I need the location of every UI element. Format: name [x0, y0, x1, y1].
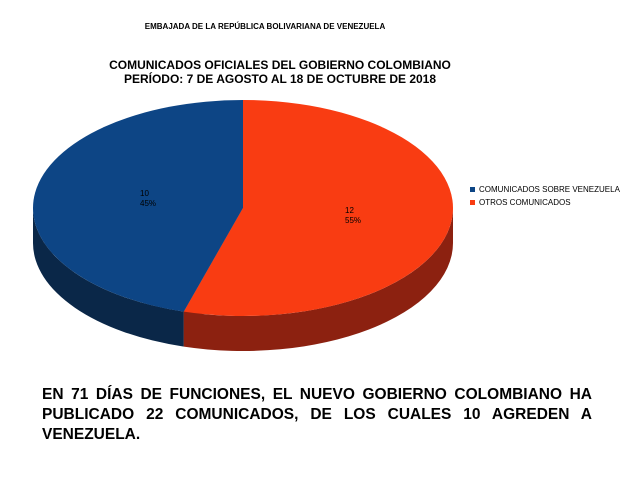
data-label-percent-venezuela: 45% [140, 199, 156, 208]
data-label-value-venezuela: 10 [140, 189, 149, 198]
legend-label-otros: OTROS COMUNICADOS [479, 198, 571, 207]
pie-slice-otros [183, 100, 454, 316]
legend-item-otros: OTROS COMUNICADOS [470, 196, 620, 209]
legend-label-venezuela: COMUNICADOS SOBRE VENEZUELA [479, 185, 620, 194]
pie-slice-venezuela [33, 100, 243, 312]
chart-subtitle: PERÍODO: 7 DE AGOSTO AL 18 DE OCTUBRE DE… [123, 72, 437, 86]
pie-side-otros [183, 208, 453, 351]
data-label-value-otros: 12 [345, 206, 354, 215]
legend-swatch-venezuela [470, 187, 475, 192]
chart-legend: COMUNICADOS SOBRE VENEZUELA OTROS COMUNI… [470, 183, 620, 209]
embassy-header: EMBAJADA DE LA REPÚBLICA BOLIVARIANA DE … [144, 22, 386, 31]
data-label-percent-otros: 55% [345, 216, 361, 225]
chart-title: COMUNICADOS OFICIALES DEL GOBIERNO COLOM… [109, 58, 451, 72]
chart-title-block: COMUNICADOS OFICIALES DEL GOBIERNO COLOM… [0, 58, 560, 86]
legend-swatch-otros [470, 200, 475, 205]
legend-item-venezuela: COMUNICADOS SOBRE VENEZUELA [470, 183, 620, 196]
pie-side-venezuela [33, 208, 184, 347]
summary-text: EN 71 DÍAS DE FUNCIONES, EL NUEVO GOBIER… [42, 386, 592, 443]
